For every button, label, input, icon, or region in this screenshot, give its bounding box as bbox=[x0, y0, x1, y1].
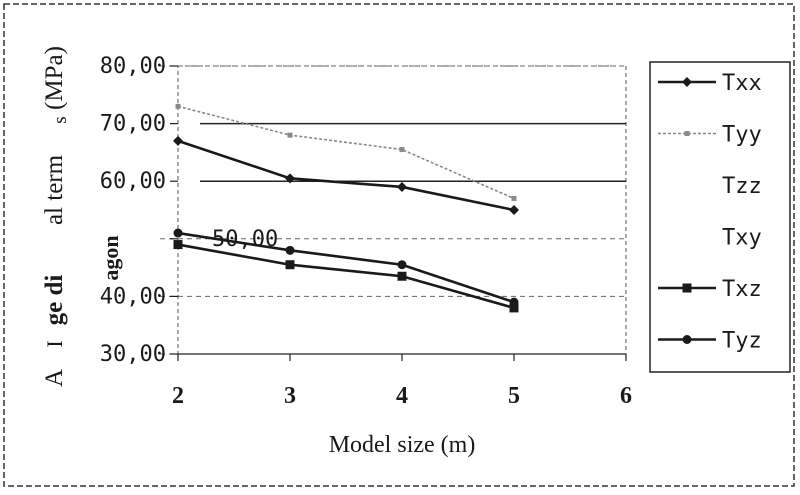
chart-frame bbox=[3, 3, 795, 487]
legend-label: Tyz bbox=[722, 329, 762, 354]
series-Tyy bbox=[175, 103, 517, 201]
marker-circle bbox=[682, 335, 692, 344]
y-axis-title-part-5: ge di bbox=[41, 275, 68, 326]
series-line bbox=[177, 105, 515, 200]
series-Txx bbox=[173, 135, 519, 215]
marker-circle bbox=[397, 260, 407, 270]
y-tick-label: 60,00 bbox=[100, 169, 166, 194]
marker-diamond bbox=[173, 135, 183, 146]
y-tick-label: 40,00 bbox=[100, 284, 166, 309]
y-axis-title-part-6: I bbox=[42, 340, 67, 347]
series-lines bbox=[173, 103, 519, 313]
y-axis-title-part-7: A bbox=[41, 369, 68, 387]
x-axis-title: Model size (m) bbox=[329, 432, 476, 458]
marker-diamond bbox=[509, 205, 519, 215]
series-Txz bbox=[173, 240, 519, 313]
marker-small bbox=[399, 147, 405, 153]
y-tick-label: 80,00 bbox=[100, 54, 166, 79]
marker-circle bbox=[509, 297, 519, 307]
y-tick-label: 70,00 bbox=[100, 112, 166, 137]
marker-small bbox=[511, 195, 517, 201]
marker-circle bbox=[173, 228, 183, 238]
marker-small bbox=[287, 132, 293, 138]
series-line bbox=[177, 139, 515, 212]
y-axis-title: al term s (MPa) agon ge di I A bbox=[41, 46, 123, 387]
x-tick-label: 5 bbox=[508, 383, 520, 409]
legend-label: Txz bbox=[722, 277, 762, 302]
grid-lines bbox=[160, 65, 626, 355]
marker-diamond bbox=[397, 181, 407, 192]
y-tick-label: 30,00 bbox=[100, 342, 166, 367]
y-axis-title-part-2: s bbox=[50, 116, 71, 123]
marker-small bbox=[684, 131, 690, 136]
x-tick-label: 4 bbox=[396, 383, 408, 409]
series-Tyz bbox=[173, 228, 519, 307]
marker-circle bbox=[285, 245, 295, 255]
marker-square bbox=[509, 303, 519, 313]
plot-area bbox=[177, 65, 627, 355]
legend: Txx Tyy Tzz Txy Txz Tyz bbox=[658, 71, 762, 354]
marker-square bbox=[397, 271, 407, 281]
series-line bbox=[177, 243, 515, 310]
legend-label: Tzz bbox=[722, 174, 762, 199]
marker-diamond bbox=[285, 173, 295, 184]
x-tick-labels: 2 3 4 5 6 bbox=[172, 353, 632, 409]
legend-label: Txx bbox=[722, 71, 762, 96]
marker-diamond bbox=[682, 77, 692, 87]
series-line bbox=[177, 231, 515, 304]
legend-item-Txx: Txx bbox=[658, 71, 762, 96]
marker-small bbox=[175, 103, 181, 109]
y-axis-title-part-3: (MPa) bbox=[41, 46, 68, 110]
legend-item-Tyz: Tyz bbox=[658, 329, 762, 354]
legend-item-Txy: Txy bbox=[722, 226, 762, 251]
legend-item-Tyy: Tyy bbox=[658, 123, 762, 148]
x-tick-label: 2 bbox=[172, 383, 184, 409]
legend-label: Tyy bbox=[722, 123, 762, 148]
legend-box bbox=[649, 61, 791, 373]
y-axis-title-part-4: agon bbox=[98, 235, 123, 280]
marker-square bbox=[173, 240, 183, 250]
x-tick-label: 3 bbox=[284, 383, 296, 409]
legend-label: Txy bbox=[722, 226, 762, 251]
marker-square bbox=[682, 283, 692, 293]
legend-item-Txz: Txz bbox=[658, 277, 762, 302]
y-axis-title-part-1: al term bbox=[41, 154, 68, 225]
marker-square bbox=[285, 260, 295, 270]
x-tick-label: 6 bbox=[620, 383, 632, 409]
legend-item-Tzz: Tzz bbox=[722, 174, 762, 199]
